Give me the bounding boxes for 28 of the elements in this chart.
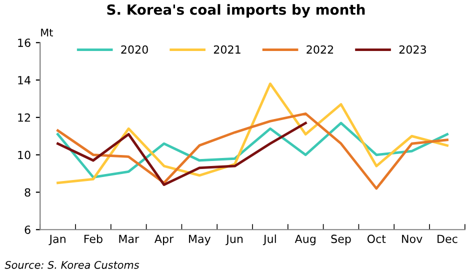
legend-label: 2020 <box>121 45 148 54</box>
x-tick-label: Oct <box>367 234 386 244</box>
y-tick-label: 10 <box>18 150 30 160</box>
line-series <box>56 112 448 190</box>
x-tick-label: Jul <box>262 234 276 246</box>
x-tick-label: Dec <box>438 234 458 244</box>
source-note: Source: S. Korea Customs <box>4 260 140 269</box>
x-tick-label: Feb <box>84 234 102 244</box>
x-tick-label: Jun <box>226 234 243 246</box>
legend-label: 2021 <box>214 45 240 54</box>
legend-label: 2023 <box>399 45 426 54</box>
legend-label: 2022 <box>306 45 334 54</box>
y-tick-label: 14 <box>18 76 30 84</box>
y-axis-title: Mt <box>41 28 53 36</box>
line-series <box>56 122 307 186</box>
x-tick-label: Apr <box>154 234 174 246</box>
x-tick-label: Sep <box>331 234 351 246</box>
y-tick-label: 12 <box>18 113 30 122</box>
x-tick-label: Nov <box>402 234 422 244</box>
chart-title: S. Korea's coal imports by month <box>107 4 365 18</box>
y-tick-label: 8 <box>24 188 30 197</box>
x-tick-label: Aug <box>294 234 316 246</box>
x-tick-label: Jan <box>48 234 66 246</box>
x-tick-label: Mar <box>119 234 140 244</box>
y-tick-label: 6 <box>24 226 30 234</box>
line-series <box>56 82 448 184</box>
y-tick-label: 16 <box>18 38 30 48</box>
x-tick-label: May <box>189 234 211 246</box>
